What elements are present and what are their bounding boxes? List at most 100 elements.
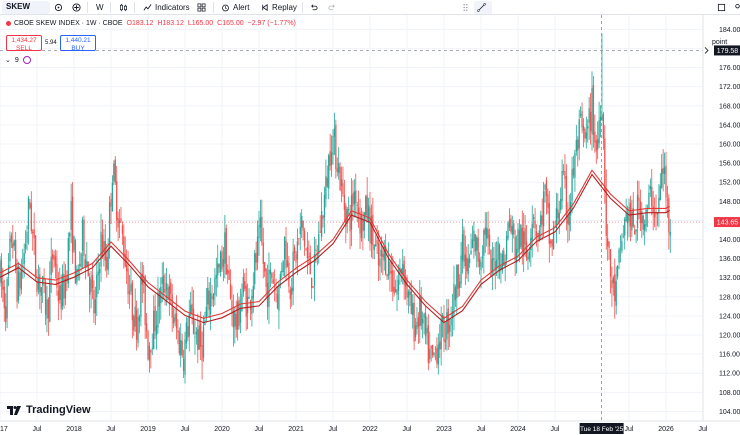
candle-body xyxy=(535,230,538,236)
candle-body xyxy=(299,226,301,235)
candle-body xyxy=(67,237,69,284)
buy-button[interactable]: 1,440.21 BUY xyxy=(60,35,96,52)
candle-body xyxy=(98,268,101,273)
buy-price: 1,440.21 xyxy=(65,37,91,44)
candle-body xyxy=(430,346,432,349)
candle-body xyxy=(387,258,390,276)
indicators-button[interactable]: Indicators xyxy=(143,1,190,14)
candle-body xyxy=(232,312,235,328)
candle-body xyxy=(135,309,138,340)
candle-body xyxy=(531,223,533,241)
trend-line-tool-button[interactable] xyxy=(474,1,492,14)
candle-body xyxy=(507,223,509,239)
candle-body xyxy=(229,283,232,299)
compare-button[interactable] xyxy=(54,1,66,14)
candle-body xyxy=(106,256,108,270)
y-tick-label: 140.00 xyxy=(719,237,740,244)
candle-body xyxy=(285,240,287,269)
candle-body xyxy=(262,242,264,264)
candle-body xyxy=(607,238,609,247)
candle-body xyxy=(73,236,75,251)
candle-body xyxy=(144,275,146,325)
candle-body xyxy=(59,285,61,300)
candle-body xyxy=(37,277,40,290)
candle-body xyxy=(320,211,323,238)
candle-body xyxy=(578,119,580,149)
candle-body xyxy=(295,253,297,263)
redo-button[interactable] xyxy=(328,1,340,14)
candle-body xyxy=(484,227,486,235)
candle-body xyxy=(608,241,610,249)
candle-body xyxy=(244,281,246,289)
interval-button[interactable]: W xyxy=(96,1,104,14)
x-tick-label: Jul xyxy=(699,426,708,433)
candle-body xyxy=(33,229,35,238)
candle-body xyxy=(618,249,620,263)
candle-body xyxy=(365,196,367,216)
undo-button[interactable] xyxy=(309,1,321,14)
candle-body xyxy=(340,179,343,187)
candle-body xyxy=(394,289,397,293)
candle-body xyxy=(449,324,451,332)
candle-body xyxy=(639,201,642,224)
candle-body xyxy=(662,167,664,174)
x-tick-label: 2024 xyxy=(510,426,526,433)
tradingview-logo[interactable]: TradingView xyxy=(7,404,91,416)
add-symbol-button[interactable] xyxy=(72,1,84,14)
candle-body xyxy=(296,241,299,260)
candle-body xyxy=(349,213,351,232)
alert-button[interactable]: Alert xyxy=(221,1,249,14)
candle-body xyxy=(79,264,81,266)
candle-body xyxy=(409,291,411,295)
chart-type-button[interactable] xyxy=(119,1,131,14)
candle-body xyxy=(501,253,503,271)
account-button[interactable] xyxy=(733,1,740,14)
candle-body xyxy=(407,291,410,298)
candle-body xyxy=(656,212,659,215)
candle-body xyxy=(43,279,45,281)
candle-body xyxy=(505,235,508,260)
candle-body xyxy=(198,325,200,350)
candle-body xyxy=(386,274,388,277)
y-tick-label: 148.00 xyxy=(719,199,740,206)
candle-body xyxy=(71,196,74,253)
candle-body xyxy=(312,286,314,288)
candle-body xyxy=(47,299,50,319)
candle-body xyxy=(609,249,612,277)
candle-body xyxy=(17,271,20,301)
candle-body xyxy=(513,223,515,235)
indicators-toggle[interactable]: ⌄ 9 xyxy=(5,56,31,64)
candle-body xyxy=(293,247,296,254)
candle-body xyxy=(375,244,377,247)
candle-body xyxy=(118,220,121,224)
candle-body xyxy=(577,139,579,151)
candle-body xyxy=(0,261,1,283)
candle-body xyxy=(305,249,307,251)
candle-body xyxy=(269,269,272,275)
drag-handle[interactable] xyxy=(461,1,473,14)
candle-body xyxy=(362,220,364,232)
candle-body xyxy=(591,88,593,134)
candle-body xyxy=(282,260,284,272)
candle-body xyxy=(207,287,209,305)
sell-button[interactable]: 1,434.27 SELL xyxy=(6,35,42,52)
candle-body xyxy=(53,255,55,261)
symbol-search-input[interactable]: SKEW xyxy=(2,1,50,14)
candle-body xyxy=(110,198,112,207)
sell-label: SELL xyxy=(16,44,32,52)
candle-body xyxy=(503,250,505,266)
candle-body xyxy=(572,168,575,176)
plus-circle-icon xyxy=(72,3,81,12)
candle-body xyxy=(12,242,14,248)
layouts-button[interactable] xyxy=(197,1,209,14)
candle-body xyxy=(50,256,52,275)
candle-body xyxy=(218,264,220,268)
candle-body xyxy=(436,347,438,364)
candle-body xyxy=(592,85,595,136)
replay-button[interactable]: Replay xyxy=(260,1,297,14)
y-tick-label: 136.00 xyxy=(719,256,740,263)
fullscreen-button[interactable] xyxy=(717,1,729,14)
candle-body xyxy=(367,205,370,223)
logo-text: TradingView xyxy=(26,404,91,416)
price-chart[interactable]: 104.00 108.00 112.00 116.00 120.00 124.00 128.… xyxy=(0,15,740,435)
